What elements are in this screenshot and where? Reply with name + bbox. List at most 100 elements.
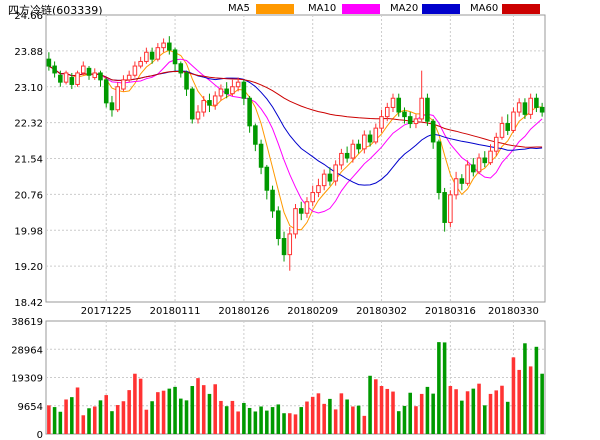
volume-bar (196, 378, 200, 434)
volume-bar (356, 405, 361, 434)
volume-bar (236, 411, 240, 434)
candle-body (235, 81, 241, 88)
candle-body (333, 164, 338, 182)
volume-bar (156, 392, 160, 434)
candle-body (98, 72, 103, 81)
volume-bar (64, 399, 68, 434)
volume-bar (540, 373, 544, 434)
legend-ma10-swatch (342, 4, 380, 14)
candle-body (75, 72, 80, 85)
candle-body (344, 152, 350, 159)
candle-body (81, 65, 86, 74)
price-tick-label: 23.10 (14, 83, 43, 94)
candle-body (442, 192, 447, 223)
volume-bar (299, 407, 304, 434)
price-tick-label: 18.42 (14, 298, 43, 309)
legend-ma60-label: MA60 (470, 3, 499, 14)
price-tick-label: 22.32 (14, 119, 43, 130)
stock-code: (603339) (52, 4, 103, 17)
volume-bar (414, 406, 418, 434)
volume-bar (242, 402, 246, 434)
volume-bar (127, 390, 131, 434)
candle-body (516, 102, 522, 113)
volume-bar (402, 405, 407, 434)
candle-body (539, 106, 545, 113)
price-tick-label: 21.54 (14, 155, 43, 166)
candle-body (52, 65, 57, 74)
candle-body (402, 111, 407, 118)
volume-bar (322, 403, 326, 434)
volume-bar (47, 405, 51, 434)
volume-bar (265, 410, 269, 434)
volume-tick-label: 19309 (11, 374, 43, 385)
candle-body (327, 173, 333, 182)
volume-bar (224, 406, 229, 434)
volume-tick-label: 28964 (11, 345, 43, 356)
legend-ma20-swatch (422, 4, 460, 14)
ma-line-ma60 (48, 65, 543, 148)
candle-body (161, 42, 166, 49)
candle-body (115, 86, 120, 111)
candle-body (534, 97, 539, 108)
volume-bar (110, 411, 114, 434)
candle-body (172, 49, 178, 65)
candle-body (178, 63, 184, 74)
volume-bar (534, 346, 539, 434)
candle-body (522, 102, 528, 115)
volume-bar (81, 415, 86, 434)
volume-bar (528, 366, 533, 434)
volume-bar (121, 401, 126, 434)
candle-body (144, 51, 149, 62)
candle-body (276, 210, 281, 240)
volume-bar (87, 408, 91, 434)
volume-bar (500, 385, 504, 434)
volume-bar (333, 409, 338, 434)
candle-body (212, 95, 218, 106)
candle-body (310, 192, 315, 203)
volume-bar (287, 413, 292, 434)
candle-body (316, 185, 321, 194)
volume-bar (396, 411, 401, 434)
volume-bar (505, 401, 510, 434)
volume-bar (173, 386, 177, 434)
axes: 24.66 23.88 23.10 22.32 21.54 20.76 19.98 19.20… (11, 11, 539, 440)
candle-body (425, 97, 430, 122)
volume-bars (47, 342, 544, 434)
candle-body (448, 194, 453, 223)
candle-body (413, 118, 419, 125)
candle-body (396, 97, 402, 113)
candle-body (63, 72, 69, 83)
volume-bar (230, 400, 235, 434)
candle-body (121, 79, 126, 90)
candle-body (356, 143, 361, 150)
candle-body (373, 127, 379, 143)
volume-bar (328, 398, 332, 434)
volume-bar (351, 406, 355, 434)
price-tick-label: 19.98 (14, 226, 43, 237)
candle-body (58, 74, 63, 83)
candle-body (453, 178, 459, 196)
candle-body (207, 100, 212, 106)
legend-ma5-label: MA5 (228, 3, 250, 14)
candle-body (126, 74, 132, 81)
grid (45, 14, 546, 435)
volume-bar (310, 396, 315, 434)
volume-bar (247, 407, 252, 434)
volume-bar (75, 387, 80, 434)
candle-body (103, 79, 109, 104)
price-tick-label: 20.76 (14, 190, 43, 201)
candle-body (132, 65, 138, 76)
volume-bar (471, 388, 476, 434)
candle-body (390, 97, 396, 108)
candle-body (482, 157, 488, 164)
volume-bar (425, 386, 430, 434)
candle-body (499, 123, 505, 138)
date-tick-label: 20180111 (150, 306, 201, 317)
candle-body (528, 97, 533, 115)
candle-body (304, 201, 310, 214)
candle-body (471, 164, 476, 173)
volume-bar (201, 385, 206, 434)
volume-bar (511, 357, 516, 434)
candle-body (155, 47, 161, 60)
